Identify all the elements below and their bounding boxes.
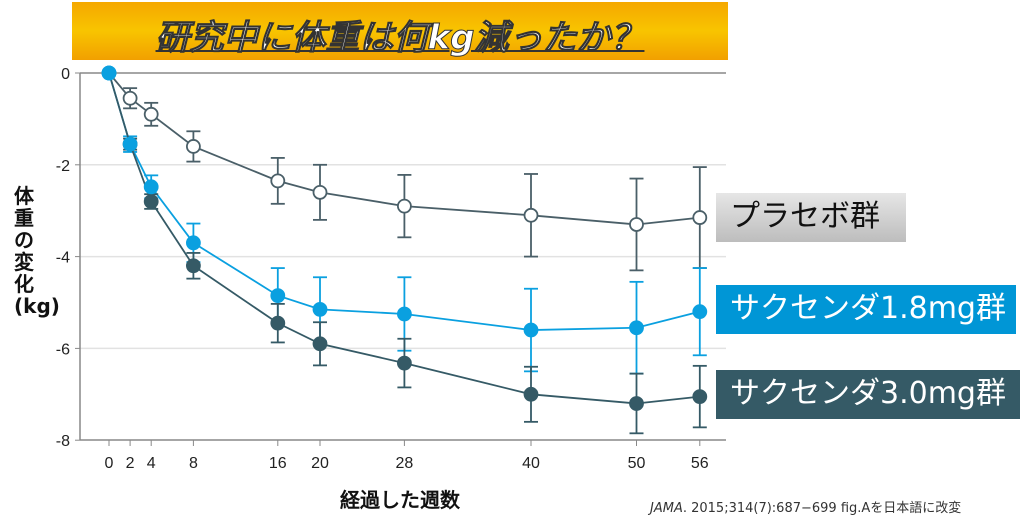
x-tick-label: 8 — [189, 455, 198, 472]
data-point — [692, 210, 708, 225]
data-point — [523, 386, 539, 402]
x-tick-label: 20 — [311, 455, 329, 472]
data-point — [692, 304, 708, 320]
series-line-2 — [108, 72, 700, 405]
data-point — [629, 320, 644, 336]
y-tick-label: -6 — [56, 341, 70, 358]
x-axis-label: 経過した週数 — [340, 488, 460, 512]
data-point — [523, 322, 539, 338]
data-point — [143, 194, 159, 209]
data-point — [122, 136, 138, 152]
series-line-1 — [108, 72, 701, 331]
y-tick-label: -2 — [56, 158, 70, 175]
data-point — [312, 301, 328, 317]
legend-saxenda-1-8mg: サクセンダ1.8mg群 — [716, 285, 1016, 334]
citation-journal: JAMA — [650, 501, 683, 516]
data-point — [270, 288, 286, 304]
data-point — [143, 179, 159, 195]
x-tick-label: 50 — [628, 455, 646, 472]
title-banner: 研究中に体重は何kg減ったか？ — [72, 2, 728, 60]
data-point — [629, 396, 644, 411]
data-point — [396, 355, 412, 371]
data-point — [312, 184, 328, 200]
x-tick-label: 28 — [396, 455, 414, 472]
x-tick-label: 40 — [522, 455, 540, 472]
data-point — [396, 306, 412, 322]
data-point — [270, 173, 286, 189]
data-point — [185, 139, 201, 154]
x-tick-label: 56 — [691, 455, 709, 472]
x-tick-label: 4 — [147, 455, 156, 472]
data-point — [185, 235, 201, 251]
x-tick-label: 2 — [126, 455, 135, 472]
data-point — [101, 65, 117, 81]
y-tick-label: 0 — [61, 66, 70, 83]
x-tick-label: 0 — [105, 455, 114, 472]
data-point — [122, 90, 138, 106]
chart-title: 研究中に体重は何kg減ったか？ — [155, 18, 645, 59]
legend-placebo: プラセボ群 — [716, 193, 906, 242]
data-point — [692, 389, 708, 404]
data-point — [270, 315, 286, 331]
data-point — [396, 198, 412, 214]
y-tick-label: -4 — [56, 250, 70, 267]
data-point — [143, 106, 159, 122]
legend-saxenda-3-0mg: サクセンダ3.0mg群 — [716, 370, 1020, 419]
y-axis-label: 体重の変化(kg) — [14, 184, 60, 318]
x-tick-label: 16 — [269, 455, 287, 472]
data-point — [523, 207, 539, 223]
data-point — [185, 258, 201, 274]
data-point — [312, 336, 328, 352]
citation-text: . 2015;314(7):687−699 fig.Aを日本語に改変 — [682, 501, 962, 516]
citation: JAMA. 2015;314(7):687−699 fig.Aを日本語に改変 — [650, 497, 961, 516]
series-line-0 — [108, 72, 700, 226]
y-tick-label: -8 — [56, 433, 70, 450]
data-point — [629, 217, 644, 232]
